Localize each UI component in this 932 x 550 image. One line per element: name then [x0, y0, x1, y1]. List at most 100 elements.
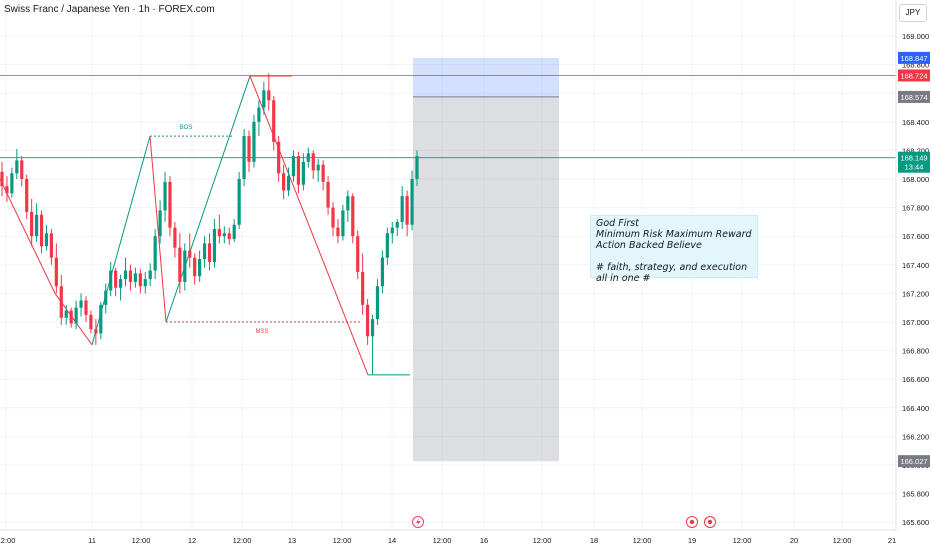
candle-body [158, 210, 162, 237]
note-line-1: God First [596, 218, 639, 229]
x-tick-label: 12 [188, 536, 196, 545]
candle-body [232, 224, 236, 240]
candle-body [10, 173, 14, 194]
candle-body [267, 90, 271, 101]
candle-body [143, 279, 147, 287]
event-dot [689, 519, 695, 525]
candle-body [212, 229, 217, 262]
candle-body [49, 233, 54, 258]
x-tick-label: 12:00 [233, 536, 252, 545]
y-tick-label: 167.400 [902, 261, 929, 270]
y-tick-label: 168.200 [902, 146, 929, 155]
y-tick-label: 167.800 [902, 204, 929, 213]
price-axis: 169.000168.800168.600168.400168.200168.0… [895, 0, 930, 530]
candle-body [351, 196, 355, 237]
candle-body [395, 221, 399, 228]
y-tick-label: 166.200 [902, 432, 929, 441]
candle-body [262, 90, 266, 108]
chart-title: Swiss Franc / Japanese Yen · 1h · FOREX.… [4, 4, 215, 15]
y-tick-label: 166.600 [902, 375, 929, 384]
price-badge-label: 166.027 [900, 457, 927, 466]
x-tick-label: 16 [480, 536, 488, 545]
candle-body [400, 196, 404, 222]
candle-body [217, 229, 221, 237]
candle-body [0, 171, 4, 187]
candle-body [380, 257, 385, 287]
currency-selector[interactable]: JPY [899, 4, 927, 22]
candle-body [291, 156, 296, 177]
candle-body [118, 279, 123, 288]
candle-body [54, 257, 58, 287]
candle-body [89, 314, 93, 330]
price-badge-label: 168.724 [900, 71, 927, 80]
event-icon [686, 516, 698, 528]
note-line-4 [596, 251, 752, 262]
grid [0, 0, 896, 530]
candle-body [163, 181, 167, 211]
x-tick-label: 12:00 [833, 536, 852, 545]
annotations: BOS MSS [180, 125, 269, 335]
candle-body [286, 176, 291, 191]
candle-body [316, 164, 320, 171]
candle-body [148, 270, 152, 280]
candle-body [64, 310, 68, 318]
lightning-icon [412, 516, 424, 528]
candle-body [99, 304, 103, 334]
candle-body [183, 250, 187, 282]
structure-drawings [0, 75, 410, 376]
y-tick-label: 167.600 [902, 232, 929, 241]
note-line-3: Action Backed Believe [596, 240, 702, 251]
x-tick-label: 18 [590, 536, 598, 545]
text-note[interactable]: God First Minimum Risk Maximum Reward Ac… [590, 215, 758, 284]
candle-body [247, 136, 251, 162]
horizontal-lines [0, 75, 896, 159]
price-badge-label: 168.847 [900, 54, 927, 63]
candle-body [252, 121, 256, 162]
candle-body [25, 179, 29, 212]
x-tick-label: 13 [288, 536, 296, 545]
countdown-label: 13:44 [905, 163, 924, 172]
x-tick-label: 21 [888, 536, 896, 545]
candle-body [385, 233, 389, 258]
x-tick-label: 12:00 [733, 536, 752, 545]
price-badge [898, 90, 930, 103]
candle-body [153, 236, 157, 271]
event-icon [704, 516, 716, 528]
stop-zone [413, 96, 559, 462]
candle-body [375, 286, 380, 320]
candle-body [242, 136, 246, 179]
event-dot [707, 519, 713, 525]
candle-body [326, 181, 330, 208]
y-tick-label: 169.000 [902, 32, 929, 41]
x-tick-label: 19 [688, 536, 696, 545]
y-tick-label: 166.800 [902, 347, 929, 356]
candle-body [128, 270, 133, 282]
y-tick-label: 167.200 [902, 289, 929, 298]
x-tick-label: 12:00 [0, 536, 15, 545]
candle-body [69, 310, 73, 324]
candle-body [207, 243, 212, 262]
current-price-badge [898, 151, 930, 173]
candle-body [277, 141, 281, 174]
candle-body [301, 161, 305, 185]
candle-body [44, 233, 49, 247]
candle-body [34, 214, 39, 237]
candle-body [341, 210, 345, 237]
candle-body [74, 307, 78, 324]
candle-body [198, 259, 202, 277]
x-tick-label: 14 [388, 536, 396, 545]
candle-body [370, 319, 375, 337]
candle-body [365, 304, 370, 337]
candle-body [104, 290, 108, 305]
leg-down-0 [0, 178, 56, 294]
y-tick-label: 165.800 [902, 490, 929, 499]
candle-body [30, 211, 34, 237]
candle-body [237, 179, 241, 225]
y-tick-label: 168.000 [902, 175, 929, 184]
price-badge [898, 69, 930, 82]
x-tick-label: 12:00 [533, 536, 552, 545]
candle-body [346, 196, 350, 211]
position-tool [413, 57, 559, 462]
candle-body [138, 273, 142, 287]
